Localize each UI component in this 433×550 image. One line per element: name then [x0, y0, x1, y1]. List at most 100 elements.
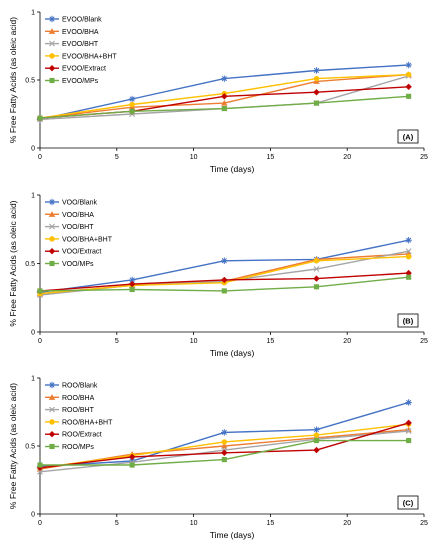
chart-panel: 0 5 10 15 20 25 0 0.5 1 Time (days) % Free Fatty A… — [8, 193, 428, 359]
legend-swatch-marker — [48, 15, 56, 23]
y-tick-label: 0.5 — [25, 261, 35, 268]
data-point — [221, 442, 228, 449]
data-point — [313, 284, 320, 290]
legend-swatch-marker — [49, 406, 55, 413]
legend-swatch-marker — [48, 431, 56, 438]
legend-background — [41, 12, 121, 90]
data-point — [128, 280, 136, 288]
data-point — [406, 93, 412, 99]
data-point — [313, 446, 320, 454]
data-point — [129, 108, 135, 114]
data-point — [37, 288, 43, 294]
data-point — [405, 61, 412, 69]
x-tick-label: 20 — [343, 154, 351, 161]
series-evoo-mps — [37, 93, 412, 121]
series-voo-mps — [37, 274, 412, 294]
data-point — [128, 457, 136, 465]
legend-entry: ROO/BHA+BHT — [62, 419, 113, 426]
data-point — [406, 274, 412, 280]
y-tick-label: 0 — [31, 330, 35, 337]
legend-entry: EVOO/Blank — [62, 17, 102, 24]
data-point — [221, 276, 228, 284]
legend-entry: ROO/BHA — [62, 395, 95, 402]
legend-swatch-marker — [48, 394, 56, 400]
data-point — [221, 288, 227, 294]
y-axis-title: % Free Fatty Acids (as oleic acid) — [8, 17, 18, 143]
x-tick-label: 0 — [38, 154, 42, 161]
data-point — [37, 462, 43, 468]
data-point — [313, 432, 320, 438]
legend-swatch-marker — [49, 40, 55, 47]
y-tick-label: 1 — [31, 10, 35, 17]
x-tick-label: 0 — [38, 338, 42, 345]
legend: VOO/Blank VOO/BHA VOO/BHT VOO/BHA+BHT VOO/Ex… — [41, 195, 121, 273]
legend-swatch-marker — [48, 28, 56, 34]
legend-entry: VOO/BHA — [62, 212, 94, 219]
y-tick-label: 0.5 — [25, 78, 35, 85]
legend-swatch-marker — [49, 419, 55, 425]
data-point — [313, 275, 320, 282]
x-tick-label: 25 — [420, 338, 428, 345]
x-tick-label: 20 — [343, 520, 351, 527]
legend-swatch-marker — [49, 53, 55, 59]
data-point — [405, 237, 412, 244]
panel-label: (A) — [403, 132, 414, 141]
legend-swatch-marker — [49, 77, 55, 84]
data-point — [405, 253, 412, 260]
x-axis-title: Time (days) — [210, 164, 255, 174]
legend: ROO/Blank ROO/BHA ROO/BHT ROO/BHA+BHT ROO/Ex… — [41, 378, 121, 456]
x-tick-label: 5 — [115, 154, 119, 161]
x-tick-label: 15 — [267, 338, 275, 345]
panel-label: (B) — [403, 316, 414, 325]
data-point — [406, 438, 412, 444]
legend-entry: EVOO/MPs — [62, 78, 99, 85]
legend-entry: VOO/BHA+BHT — [62, 236, 113, 243]
panel-label: (C) — [403, 498, 414, 507]
y-tick-label: 1 — [31, 376, 35, 383]
legend-swatch-marker — [48, 198, 56, 206]
x-tick-label: 5 — [115, 520, 119, 527]
chart-panel: 0 5 10 15 20 25 0 0.5 1 Time (days) % Free Fatty A… — [8, 10, 428, 175]
legend-entry: VOO/Extract — [62, 249, 101, 256]
x-tick-label: 0 — [38, 520, 42, 527]
data-point — [313, 426, 320, 433]
data-point — [129, 286, 135, 293]
legend-entry: EVOO/BHT — [62, 41, 99, 48]
data-point — [313, 266, 320, 272]
x-tick-label: 10 — [190, 520, 198, 527]
legend-entry: ROO/BHT — [62, 407, 95, 414]
data-point — [313, 67, 320, 74]
data-point — [405, 83, 412, 90]
data-point — [405, 419, 412, 427]
legend-swatch-marker — [49, 236, 55, 242]
x-tick-label: 15 — [267, 520, 275, 527]
x-tick-label: 10 — [190, 338, 198, 345]
x-tick-label: 5 — [115, 338, 119, 345]
legend-entry: EVOO/Extract — [62, 66, 106, 73]
legend-swatch-marker — [49, 260, 55, 267]
x-tick-label: 10 — [190, 154, 198, 161]
legend-background — [41, 195, 121, 273]
panel-label-box — [397, 313, 419, 328]
data-point — [128, 95, 136, 103]
y-tick-label: 1 — [31, 193, 35, 200]
data-point — [221, 429, 228, 436]
data-point — [128, 453, 136, 461]
legend-entry: EVOO/BHA — [62, 29, 99, 36]
x-axis-title: Time (days) — [210, 530, 255, 540]
data-point — [221, 449, 228, 456]
legend-swatch-marker — [48, 248, 56, 255]
legend-entry: VOO/Blank — [62, 200, 98, 207]
data-point — [405, 248, 412, 255]
y-tick-label: 0 — [31, 512, 35, 519]
data-point — [129, 101, 135, 108]
data-point — [221, 75, 228, 82]
data-point — [128, 276, 136, 284]
legend-swatch-marker — [49, 443, 55, 450]
data-point — [405, 399, 412, 406]
y-axis-title: % Free Fatty Acids (as oleic acid) — [8, 200, 18, 326]
data-point — [221, 99, 228, 106]
data-point — [221, 93, 228, 100]
y-tick-label: 0 — [31, 146, 35, 153]
